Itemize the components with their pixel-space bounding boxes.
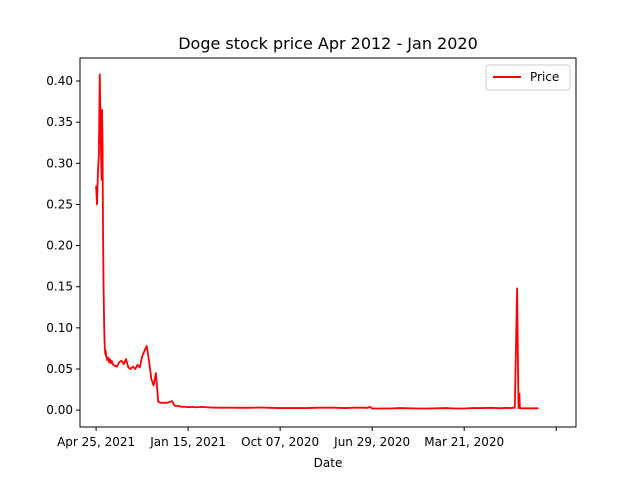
- x-tick-label: Mar 21, 2020: [424, 435, 504, 449]
- chart-title: Doge stock price Apr 2012 - Jan 2020: [178, 34, 478, 53]
- x-tick-label: Jan 15, 2021: [149, 435, 226, 449]
- axes-frame: [79, 57, 577, 428]
- x-tick-label: Apr 25, 2021: [57, 435, 135, 449]
- plot-area: [95, 73, 539, 410]
- legend: Price: [485, 64, 571, 91]
- x-tick-label: Oct 07, 2020: [241, 435, 319, 449]
- y-tick-label: 0.10: [46, 321, 73, 335]
- series-line-price: [95, 73, 539, 410]
- y-tick-label: 0.40: [46, 74, 73, 88]
- y-axis: 0.00 0.05 0.10 0.15 0.20 0.25 0.30 0.35 0.40: [46, 74, 80, 417]
- y-tick-label: 0.20: [46, 239, 73, 253]
- legend-label-price: Price: [530, 70, 559, 84]
- x-axis: Apr 25, 2021 Jan 15, 2021 Oct 07, 2020 Jun …: [57, 427, 557, 449]
- legend-box: [485, 64, 571, 91]
- y-tick-label: 0.05: [46, 362, 73, 376]
- y-tick-label: 0.00: [46, 403, 73, 417]
- y-tick-label: 0.30: [46, 156, 73, 170]
- x-tick-label: Jun 29, 2020: [333, 435, 410, 449]
- x-axis-label: Date: [314, 456, 343, 470]
- y-tick-label: 0.35: [46, 115, 73, 129]
- y-tick-label: 0.15: [46, 280, 73, 294]
- y-tick-label: 0.25: [46, 197, 73, 211]
